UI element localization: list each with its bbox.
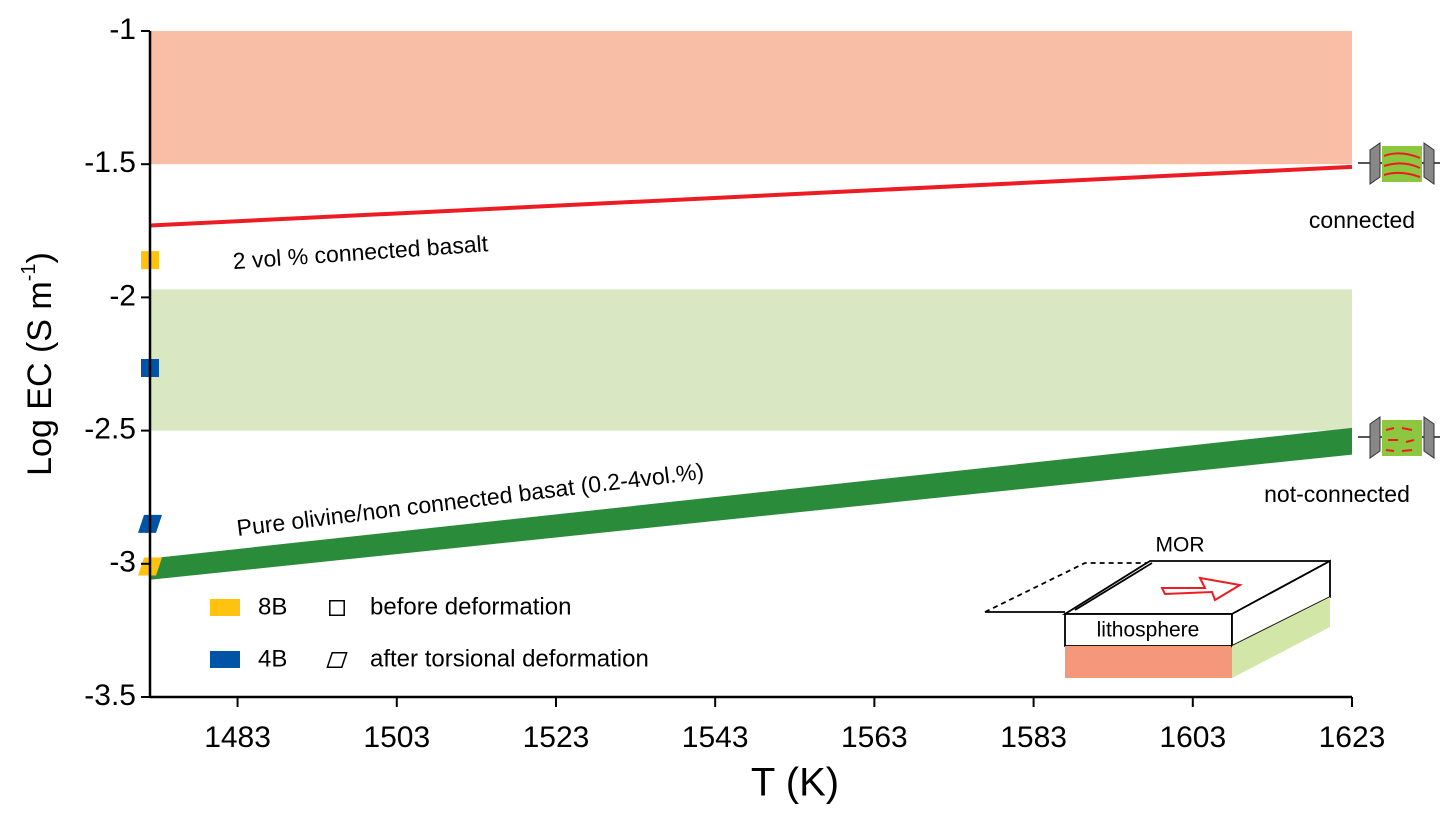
- y-axis-label: Log EC (S m-1): [18, 252, 59, 476]
- inset-diagram: [984, 559, 1331, 678]
- legend: 8B 4B before deformation after torsional de…: [210, 593, 649, 672]
- legend-shape: [329, 600, 345, 616]
- connected-label: connected: [1309, 207, 1415, 233]
- y-tick-label: -2.5: [84, 413, 136, 446]
- x-tick-label: 1543: [682, 721, 749, 754]
- legend-swatch: [210, 651, 240, 668]
- y-tick-label: -1: [109, 13, 136, 46]
- y-tick-label: -2: [109, 279, 136, 312]
- band: [150, 289, 1352, 431]
- lithosphere-label: lithosphere: [1097, 619, 1200, 642]
- mor-label: MOR: [1156, 534, 1205, 557]
- connected-icon: [1358, 142, 1440, 185]
- legend-label: 4B: [258, 645, 287, 672]
- legend-label: 8B: [258, 593, 287, 620]
- line: [149, 164, 1353, 228]
- x-tick-label: 1603: [1159, 721, 1226, 754]
- bands: [150, 31, 1352, 431]
- not-connected-icon: [1358, 416, 1440, 459]
- y-tick-label: -3.5: [84, 679, 136, 712]
- x-tick-label: 1483: [204, 721, 271, 754]
- x-tick-label: 1623: [1319, 721, 1386, 754]
- y-label-sup: -1: [18, 263, 40, 281]
- y-label-end: ): [21, 252, 59, 263]
- y-label-main: Log EC (S m: [21, 281, 59, 476]
- legend-shape-label: after torsional deformation: [370, 645, 649, 672]
- x-tick-label: 1583: [1000, 721, 1067, 754]
- area: [150, 427, 1352, 580]
- x-tick-label: 1523: [523, 721, 590, 754]
- legend-swatch: [210, 599, 240, 616]
- x-tick-label: 1503: [363, 721, 430, 754]
- legend-shape: [326, 652, 348, 668]
- axes: [141, 30, 1353, 707]
- x-tick-label: 1563: [841, 721, 908, 754]
- band: [150, 31, 1352, 165]
- x-axis-label: T (K): [751, 761, 839, 805]
- y-tick-label: -3: [109, 546, 136, 579]
- legend-shape-label: before deformation: [370, 593, 571, 620]
- line-label: 2 vol % connected basalt: [232, 230, 490, 274]
- y-tick-label: -1.5: [84, 146, 136, 179]
- not-connected-label: not-connected: [1264, 481, 1410, 507]
